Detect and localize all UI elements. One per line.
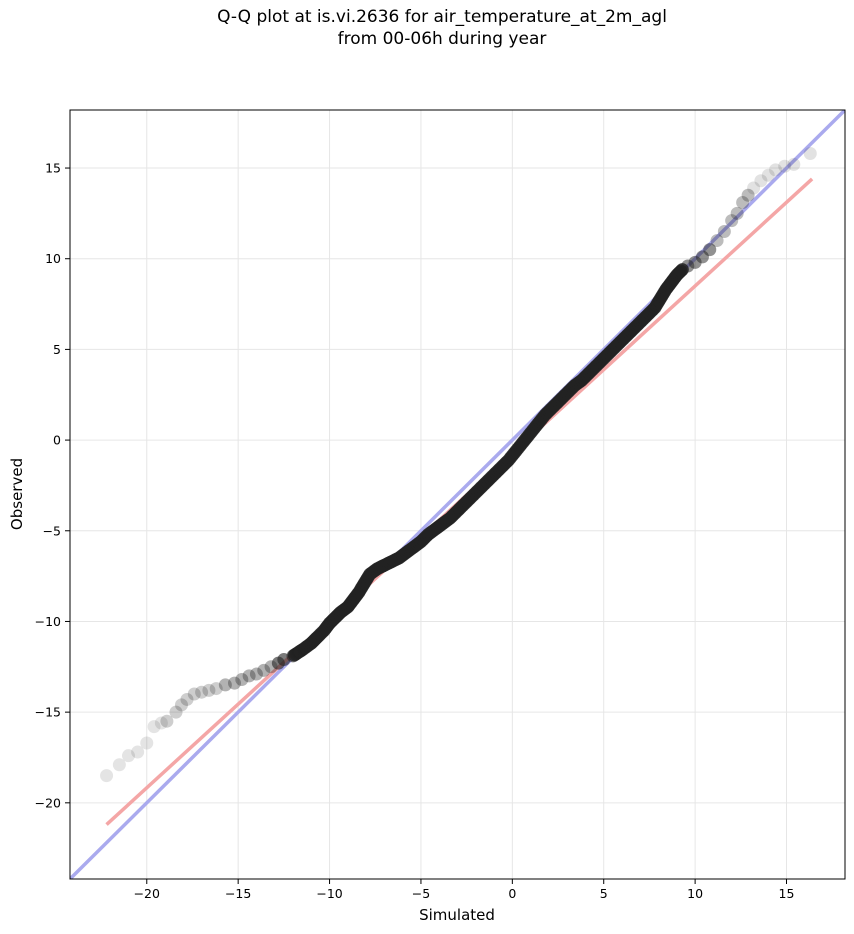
quantile-point <box>235 672 249 686</box>
chart-title-line-1: Q-Q plot at is.vi.2636 for air_temperatu… <box>217 7 667 27</box>
quantile-point <box>741 188 755 202</box>
quantile-point <box>242 669 256 683</box>
quantile-point <box>187 687 201 701</box>
quantile-point <box>730 206 744 220</box>
quantile-point <box>209 682 223 696</box>
quantile-point <box>121 749 135 763</box>
quantile-point <box>754 174 768 188</box>
chart-title-line-2: from 00-06h during year <box>337 29 547 49</box>
quantile-point <box>725 214 739 228</box>
quantile-point <box>147 720 161 734</box>
quantile-point <box>787 157 801 171</box>
y-tick-label: 5 <box>53 342 61 357</box>
x-tick-label: −10 <box>316 886 342 901</box>
x-tick-label: −20 <box>134 886 160 901</box>
quantile-point <box>202 683 216 697</box>
y-tick-label: −10 <box>35 614 61 629</box>
quantile-point <box>703 243 717 257</box>
chart-title: Q-Q plot at is.vi.2636 for air_temperatu… <box>0 6 854 50</box>
x-tick-label: −5 <box>412 886 430 901</box>
quantile-point <box>160 714 174 728</box>
quantile-point <box>112 758 126 772</box>
quantile-points <box>100 147 817 783</box>
quantile-point <box>100 769 114 783</box>
quantile-point <box>769 163 783 177</box>
quantile-point <box>180 692 194 706</box>
x-tick-label: 15 <box>779 886 795 901</box>
plot-frame <box>69 109 846 880</box>
y-tick-label: −20 <box>35 795 61 810</box>
quantile-point <box>717 225 731 239</box>
quantile-point <box>249 667 263 681</box>
x-tick-label: 0 <box>508 886 516 901</box>
y-tick-label: 0 <box>53 433 61 448</box>
quantile-point <box>803 147 817 161</box>
quantile-point <box>736 195 750 209</box>
quantile-point <box>169 705 183 719</box>
quantile-point <box>747 181 761 195</box>
quantile-point <box>174 698 188 712</box>
quantile-point <box>778 159 792 173</box>
x-tick-label: 5 <box>600 886 608 901</box>
axis-ticks: −20 −15 −10 −5 0 5 10 15 −20 −15 −10 −5 0 5 10 15 <box>35 161 795 901</box>
y-axis-label: Observed <box>8 458 26 530</box>
quantile-point <box>228 676 242 690</box>
x-axis-label: Simulated <box>419 906 495 924</box>
y-tick-label: 10 <box>45 251 61 266</box>
quantile-point <box>218 678 232 692</box>
y-tick-label: −5 <box>43 523 61 538</box>
y-tick-label: 15 <box>45 161 61 176</box>
grid <box>70 110 845 879</box>
x-tick-label: 10 <box>687 886 703 901</box>
quantile-point <box>195 685 209 699</box>
identity-line <box>70 110 845 879</box>
quantile-point <box>131 745 145 759</box>
x-tick-label: −15 <box>225 886 251 901</box>
quantile-point <box>257 663 271 677</box>
quantile-point <box>761 168 775 182</box>
y-tick-label: −15 <box>35 705 61 720</box>
quantile-point <box>140 736 154 750</box>
quantile-point <box>710 234 724 248</box>
quantile-point <box>154 716 168 730</box>
